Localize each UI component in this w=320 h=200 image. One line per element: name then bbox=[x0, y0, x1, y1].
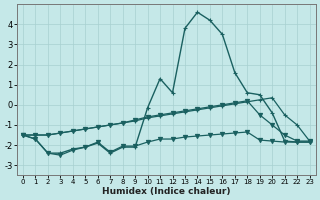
X-axis label: Humidex (Indice chaleur): Humidex (Indice chaleur) bbox=[102, 187, 230, 196]
